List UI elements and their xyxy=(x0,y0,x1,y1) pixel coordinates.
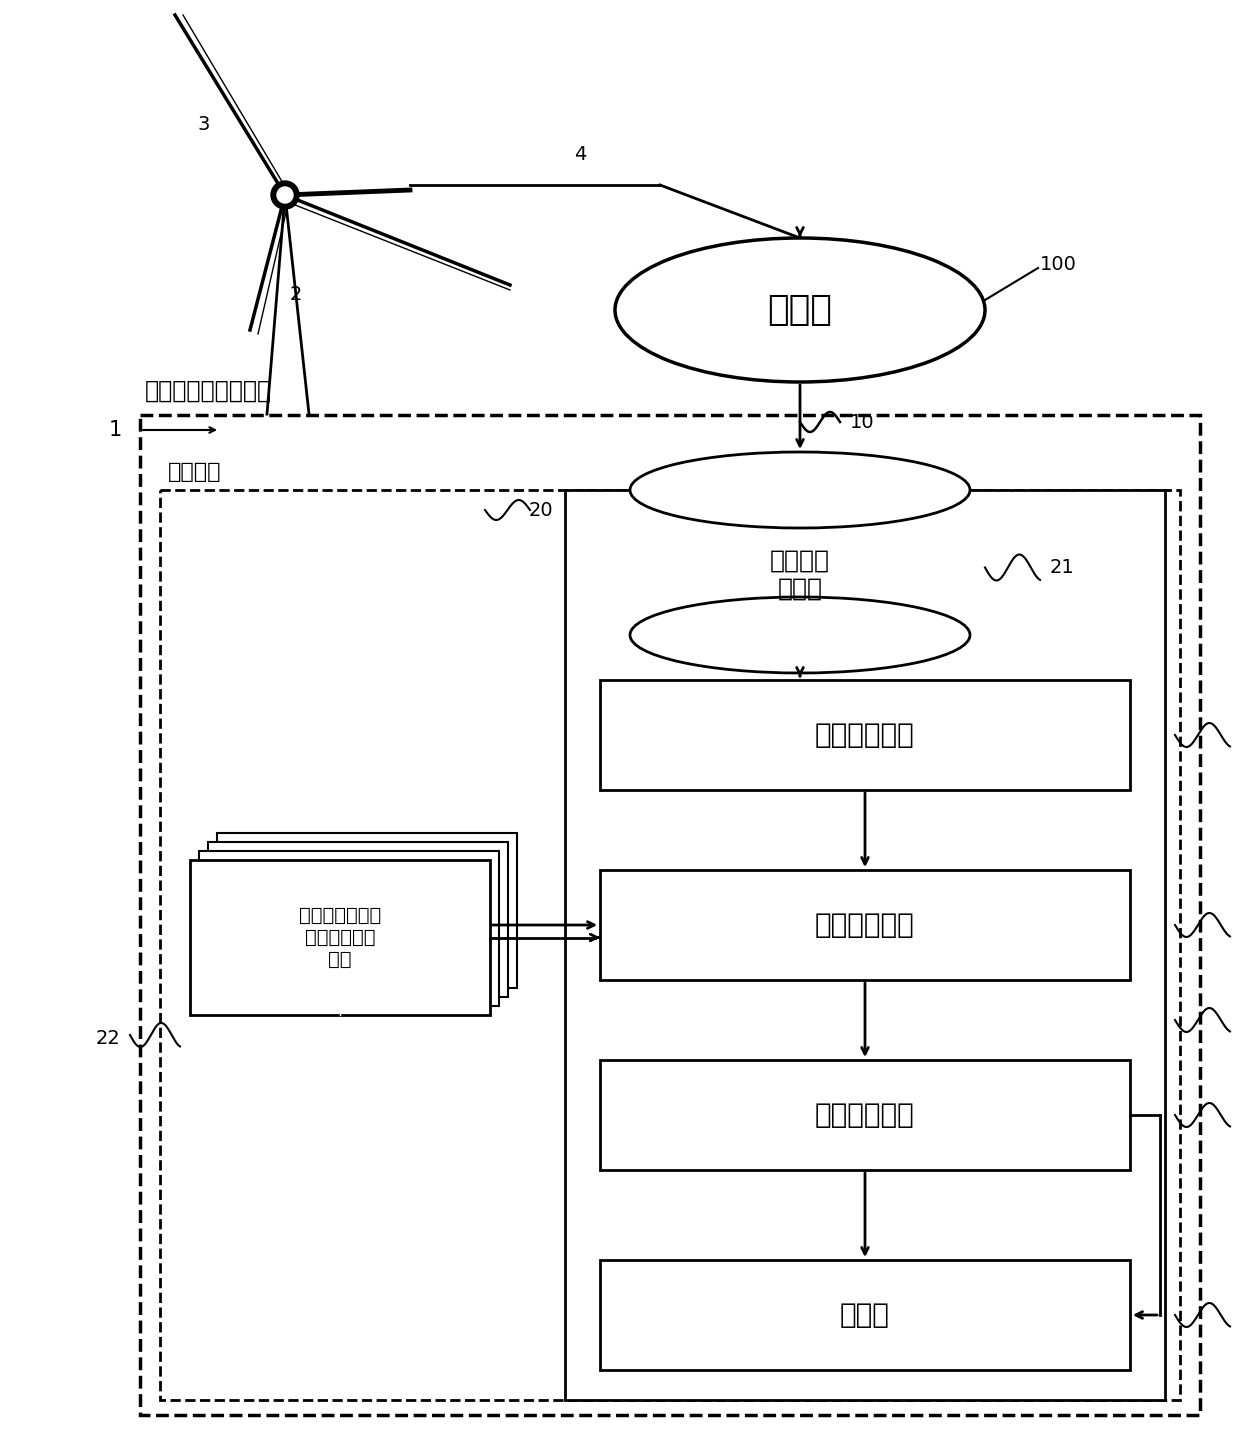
Bar xyxy=(160,490,1180,1400)
Text: 20: 20 xyxy=(528,500,553,519)
Polygon shape xyxy=(255,195,325,560)
Bar xyxy=(140,414,1200,1415)
Text: 1: 1 xyxy=(108,420,122,441)
Bar xyxy=(600,1060,1130,1170)
Text: 100: 100 xyxy=(1040,256,1076,275)
Circle shape xyxy=(277,188,293,204)
Bar xyxy=(190,859,490,1015)
Text: 监视终端: 监视终端 xyxy=(167,462,222,481)
Text: 状态评估单元: 状态评估单元 xyxy=(815,912,915,939)
Text: 风速信息
存储部: 风速信息 存储部 xyxy=(770,548,830,601)
Bar xyxy=(198,851,498,1006)
Bar xyxy=(217,833,517,989)
Circle shape xyxy=(272,180,299,209)
Text: 22: 22 xyxy=(95,1028,120,1047)
Text: 阵风评估单元: 阵风评估单元 xyxy=(815,721,915,749)
Ellipse shape xyxy=(630,452,970,528)
Text: 21: 21 xyxy=(1050,558,1075,577)
Bar xyxy=(565,490,1166,1400)
Bar xyxy=(600,680,1130,790)
Ellipse shape xyxy=(615,238,985,382)
Bar xyxy=(600,1261,1130,1370)
Text: 2: 2 xyxy=(290,285,303,304)
Bar xyxy=(600,869,1130,980)
Text: 3: 3 xyxy=(197,115,210,135)
Text: 风力涡轮机监视位置: 风力涡轮机监视位置 xyxy=(145,379,272,403)
Text: 异常确定单元: 异常确定单元 xyxy=(815,1101,915,1128)
Text: 互联网: 互联网 xyxy=(768,294,832,327)
Text: 通知部: 通知部 xyxy=(839,1301,890,1329)
Text: 针对各个阵风形
状的累积损坏
程度: 针对各个阵风形 状的累积损坏 程度 xyxy=(299,906,381,968)
Text: 10: 10 xyxy=(849,413,874,432)
Bar xyxy=(208,842,508,997)
Text: 4: 4 xyxy=(574,145,587,164)
Bar xyxy=(630,490,970,635)
Ellipse shape xyxy=(630,598,970,673)
